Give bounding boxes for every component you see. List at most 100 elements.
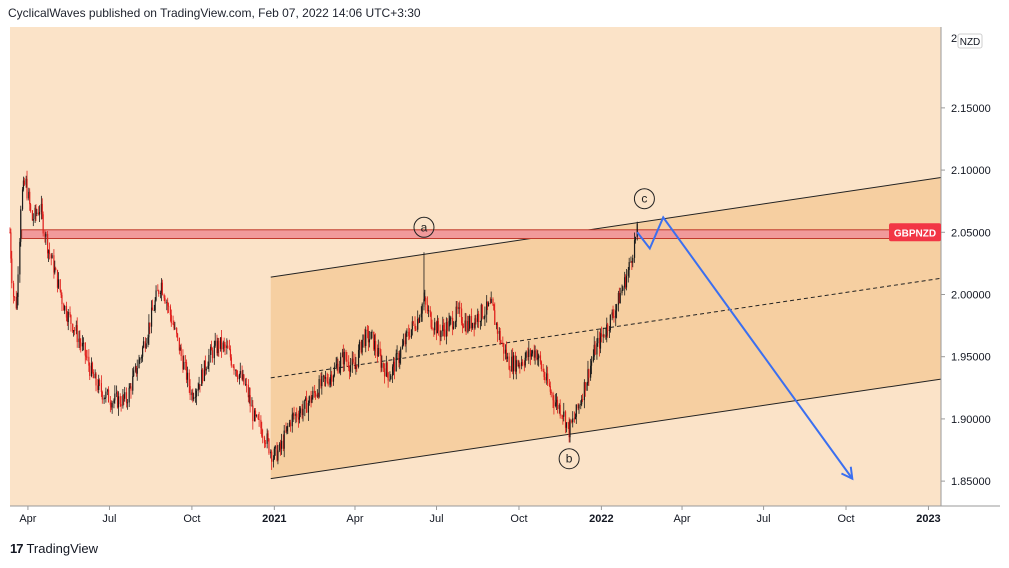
candle-body bbox=[247, 384, 249, 398]
candle bbox=[600, 326, 602, 343]
candle-body bbox=[600, 333, 602, 337]
candle-body bbox=[439, 330, 441, 338]
candle-body bbox=[495, 323, 498, 325]
candle-body bbox=[78, 338, 80, 343]
candle-body bbox=[76, 325, 78, 343]
candle-body bbox=[220, 337, 223, 350]
candle-body bbox=[335, 365, 337, 367]
candle-body bbox=[304, 399, 306, 409]
candle bbox=[138, 354, 140, 369]
candle bbox=[500, 339, 502, 344]
candle bbox=[238, 373, 240, 385]
candle bbox=[615, 304, 617, 327]
candle bbox=[439, 324, 441, 346]
candle-body bbox=[277, 450, 279, 461]
candle-body bbox=[621, 290, 623, 294]
wave-label-b[interactable]: b bbox=[558, 448, 580, 470]
candle-body bbox=[160, 282, 163, 293]
candle-body bbox=[295, 413, 297, 416]
candle bbox=[537, 350, 539, 366]
candle bbox=[493, 304, 495, 311]
candle-body bbox=[528, 349, 530, 358]
candle bbox=[103, 394, 105, 404]
candle bbox=[514, 351, 516, 375]
candle-body bbox=[588, 369, 590, 378]
candle-body bbox=[228, 348, 231, 350]
price-tick-label: 2.00000 bbox=[951, 289, 991, 301]
candle bbox=[197, 382, 199, 397]
candle-body bbox=[596, 343, 598, 355]
candle-body bbox=[147, 337, 149, 344]
candle-body bbox=[538, 355, 540, 359]
candle-body bbox=[624, 277, 627, 288]
candle bbox=[624, 271, 626, 296]
candle-body bbox=[23, 180, 25, 185]
candle-body bbox=[19, 241, 21, 275]
symbol-badge[interactable]: GBPNZD bbox=[889, 223, 941, 242]
candle bbox=[310, 390, 312, 408]
candle-body bbox=[113, 400, 115, 403]
candle bbox=[208, 348, 210, 372]
wave-label-c[interactable]: c bbox=[633, 188, 655, 210]
candle-body bbox=[622, 287, 624, 291]
time-tick-label: Oct bbox=[183, 513, 200, 525]
candle-body bbox=[54, 268, 56, 273]
candle bbox=[580, 400, 582, 410]
candle-body bbox=[236, 370, 238, 376]
candle bbox=[524, 352, 526, 368]
price-axis[interactable]: 2.15000 2.10000 2.05000 2.00000 1.95000 1.900… bbox=[941, 103, 991, 488]
candle-body bbox=[389, 379, 391, 381]
candle bbox=[448, 312, 450, 332]
candle-body bbox=[245, 384, 247, 385]
candle bbox=[20, 205, 22, 247]
candle-body bbox=[376, 351, 378, 357]
candle bbox=[251, 397, 253, 407]
candle-body bbox=[154, 300, 156, 311]
candle bbox=[119, 393, 121, 407]
candle bbox=[64, 305, 66, 315]
candle bbox=[236, 370, 239, 383]
candle bbox=[272, 455, 275, 468]
candle-body bbox=[126, 402, 128, 404]
candle bbox=[182, 349, 184, 373]
candle-body bbox=[611, 312, 613, 315]
candle bbox=[104, 397, 106, 399]
candle-body bbox=[173, 324, 175, 329]
candle bbox=[387, 371, 389, 388]
candle bbox=[53, 249, 55, 279]
candle-body bbox=[204, 360, 206, 371]
candle bbox=[125, 387, 128, 408]
candles bbox=[9, 170, 638, 470]
candle-body bbox=[151, 307, 154, 311]
candle-body bbox=[433, 329, 435, 331]
tradingview-footer[interactable]: 17 TradingView bbox=[10, 541, 98, 556]
candle-body bbox=[266, 433, 268, 444]
candle bbox=[431, 319, 433, 331]
candle bbox=[586, 381, 588, 391]
candle bbox=[473, 322, 475, 337]
candle-body bbox=[481, 304, 483, 318]
wave-label-a[interactable]: a bbox=[413, 216, 435, 238]
candle bbox=[304, 399, 306, 417]
time-axis[interactable]: Apr Jul Oct 2021 Apr Jul Oct 2022 Apr Jul Oct 2023 bbox=[19, 506, 941, 525]
candle bbox=[323, 375, 326, 387]
candle bbox=[95, 372, 97, 392]
candle bbox=[129, 383, 131, 389]
candle-body bbox=[120, 404, 122, 407]
candle bbox=[185, 355, 187, 371]
candle bbox=[468, 315, 470, 332]
candle-body bbox=[364, 334, 366, 346]
candle bbox=[355, 356, 357, 375]
resistance-zone[interactable] bbox=[21, 229, 919, 240]
tradingview-brand-text: TradingView bbox=[26, 541, 99, 556]
candle-body bbox=[386, 362, 388, 373]
candle-body bbox=[166, 302, 168, 304]
candle bbox=[417, 310, 419, 333]
candle-body bbox=[400, 348, 402, 358]
candle bbox=[368, 331, 370, 348]
candle-body bbox=[553, 400, 555, 407]
candle bbox=[202, 368, 204, 384]
candle bbox=[602, 327, 604, 344]
candle-body bbox=[490, 298, 492, 304]
